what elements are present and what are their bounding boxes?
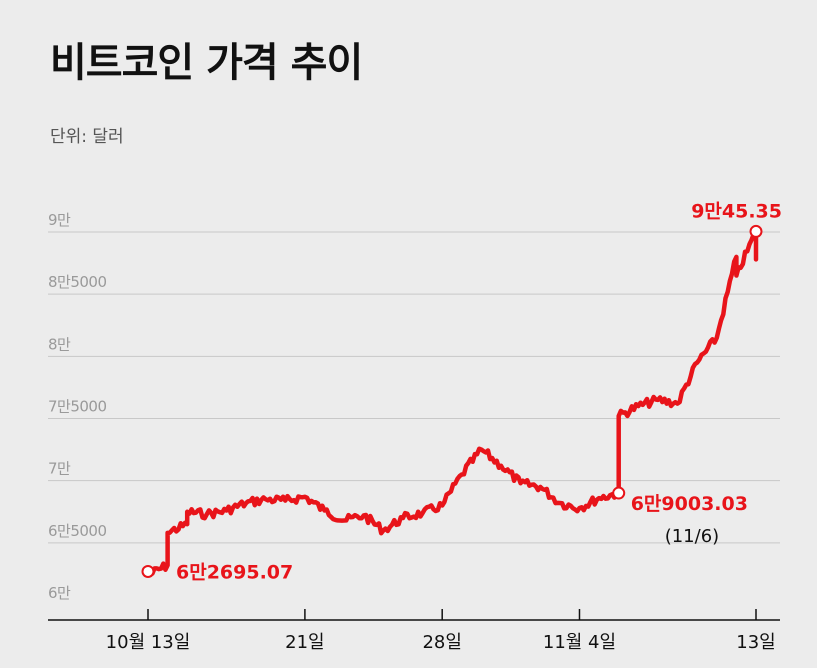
annotation-sublabel: (11/6) bbox=[665, 526, 719, 547]
annotation-marker bbox=[749, 224, 763, 238]
annotation-marker bbox=[612, 486, 626, 500]
grid-lines bbox=[48, 231, 780, 544]
x-axis-ticks: 10월 13일 21일 28일 11월 4일 13일 bbox=[106, 609, 776, 653]
price-series bbox=[145, 229, 759, 578]
y-tick-label: 6만 bbox=[48, 584, 71, 602]
annotation-label: 6만9003.03 bbox=[631, 493, 748, 515]
y-tick-label: 6만5000 bbox=[48, 522, 107, 540]
y-axis-ticks: 6만 6만5000 7만 7만5000 8만 8만5000 9만 bbox=[48, 211, 107, 602]
annotations: 6만2695.07 6만9003.03 (11/6) 9만45.35 bbox=[141, 200, 782, 583]
x-tick-label: 10월 13일 bbox=[106, 632, 191, 653]
annotation-marker bbox=[141, 564, 155, 578]
x-tick-label: 21일 bbox=[285, 632, 324, 653]
price-line bbox=[145, 229, 759, 578]
x-tick-label: 13일 bbox=[736, 632, 775, 653]
y-tick-label: 9만 bbox=[48, 211, 71, 229]
annotation-label: 6만2695.07 bbox=[176, 561, 293, 583]
chart-title: 비트코인 가격 추이 bbox=[50, 40, 363, 86]
x-tick-label: 28일 bbox=[422, 632, 461, 653]
y-tick-label: 7만5000 bbox=[48, 398, 107, 416]
y-tick-label: 8만5000 bbox=[48, 273, 107, 291]
annotation-label: 9만45.35 bbox=[691, 200, 782, 222]
y-tick-label: 8만 bbox=[48, 335, 71, 353]
x-tick-label: 11월 4일 bbox=[543, 632, 616, 653]
y-tick-label: 7만 bbox=[48, 460, 71, 478]
unit-label: 단위: 달러 bbox=[50, 127, 124, 147]
